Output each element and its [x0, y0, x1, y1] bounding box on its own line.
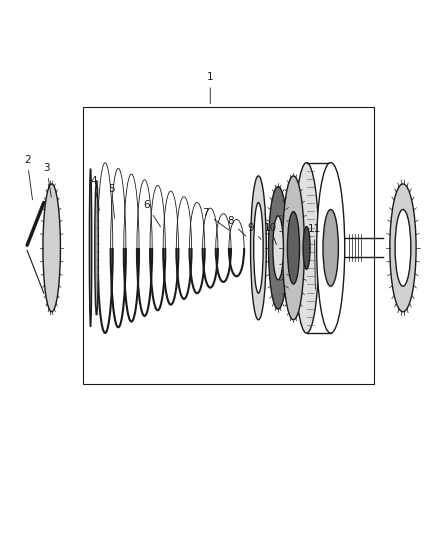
Text: 10: 10	[264, 223, 277, 245]
Ellipse shape	[390, 184, 416, 312]
Ellipse shape	[317, 163, 345, 333]
Text: 1: 1	[207, 72, 214, 104]
Ellipse shape	[395, 209, 411, 286]
Text: 4: 4	[91, 176, 99, 211]
Ellipse shape	[287, 212, 300, 284]
Ellipse shape	[89, 168, 92, 327]
Ellipse shape	[283, 176, 304, 320]
Text: 8: 8	[227, 216, 246, 236]
Text: 9: 9	[247, 223, 261, 239]
Ellipse shape	[251, 176, 266, 320]
Ellipse shape	[294, 163, 319, 333]
Text: 7: 7	[202, 208, 229, 230]
Text: 11: 11	[308, 224, 321, 289]
Text: 3: 3	[43, 163, 51, 197]
Ellipse shape	[254, 203, 263, 293]
Ellipse shape	[43, 184, 60, 312]
Text: 2: 2	[24, 155, 32, 200]
Text: 6: 6	[143, 200, 161, 227]
Ellipse shape	[95, 181, 99, 315]
Ellipse shape	[303, 227, 310, 269]
Ellipse shape	[323, 209, 339, 286]
Ellipse shape	[268, 187, 288, 309]
Text: 5: 5	[108, 184, 115, 219]
Ellipse shape	[273, 216, 283, 280]
Bar	[83, 107, 374, 384]
